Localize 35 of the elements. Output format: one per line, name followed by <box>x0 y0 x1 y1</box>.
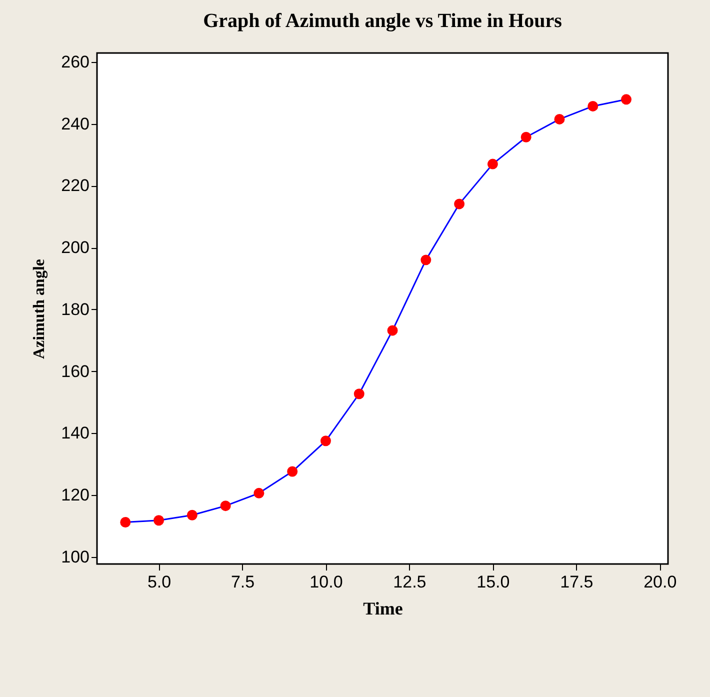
point <box>554 114 565 124</box>
point <box>220 500 231 512</box>
y-tick-label: 180 <box>61 300 90 319</box>
point <box>120 517 131 528</box>
x-tick-label: 10.0 <box>310 572 343 592</box>
point <box>320 436 331 446</box>
point <box>487 158 498 170</box>
x-tick-label: 20.0 <box>644 572 677 592</box>
point <box>387 325 398 336</box>
point <box>454 198 465 210</box>
y-tick-label: 240 <box>61 114 90 134</box>
y-tick-label: 160 <box>61 362 90 381</box>
point <box>621 94 632 105</box>
point <box>287 466 298 477</box>
point <box>154 515 164 526</box>
y-tick-label: 100 <box>61 547 90 566</box>
point <box>520 132 532 142</box>
point <box>186 510 198 520</box>
x-tick-label: 12.5 <box>393 572 426 592</box>
chart-title: Graph of Azimuth angle vs Time in Hours <box>203 10 562 32</box>
x-tick-label: 5.0 <box>147 572 172 592</box>
point <box>354 388 364 400</box>
point <box>254 488 264 498</box>
x-tick-label: 15.0 <box>476 572 510 592</box>
y-tick-label: 200 <box>61 238 90 258</box>
y-tick-label: 220 <box>61 176 90 196</box>
y-tick-label: 260 <box>61 52 90 72</box>
x-axis-title: Time <box>363 598 403 618</box>
x-tick-label: 17.5 <box>560 572 594 592</box>
y-tick-label: 120 <box>61 486 90 505</box>
y-tick-label: 140 <box>61 424 90 443</box>
point <box>420 254 432 266</box>
point <box>588 100 598 112</box>
y-axis-title: Azimuth angle <box>31 259 48 359</box>
x-tick-label: 7.5 <box>230 572 255 592</box>
